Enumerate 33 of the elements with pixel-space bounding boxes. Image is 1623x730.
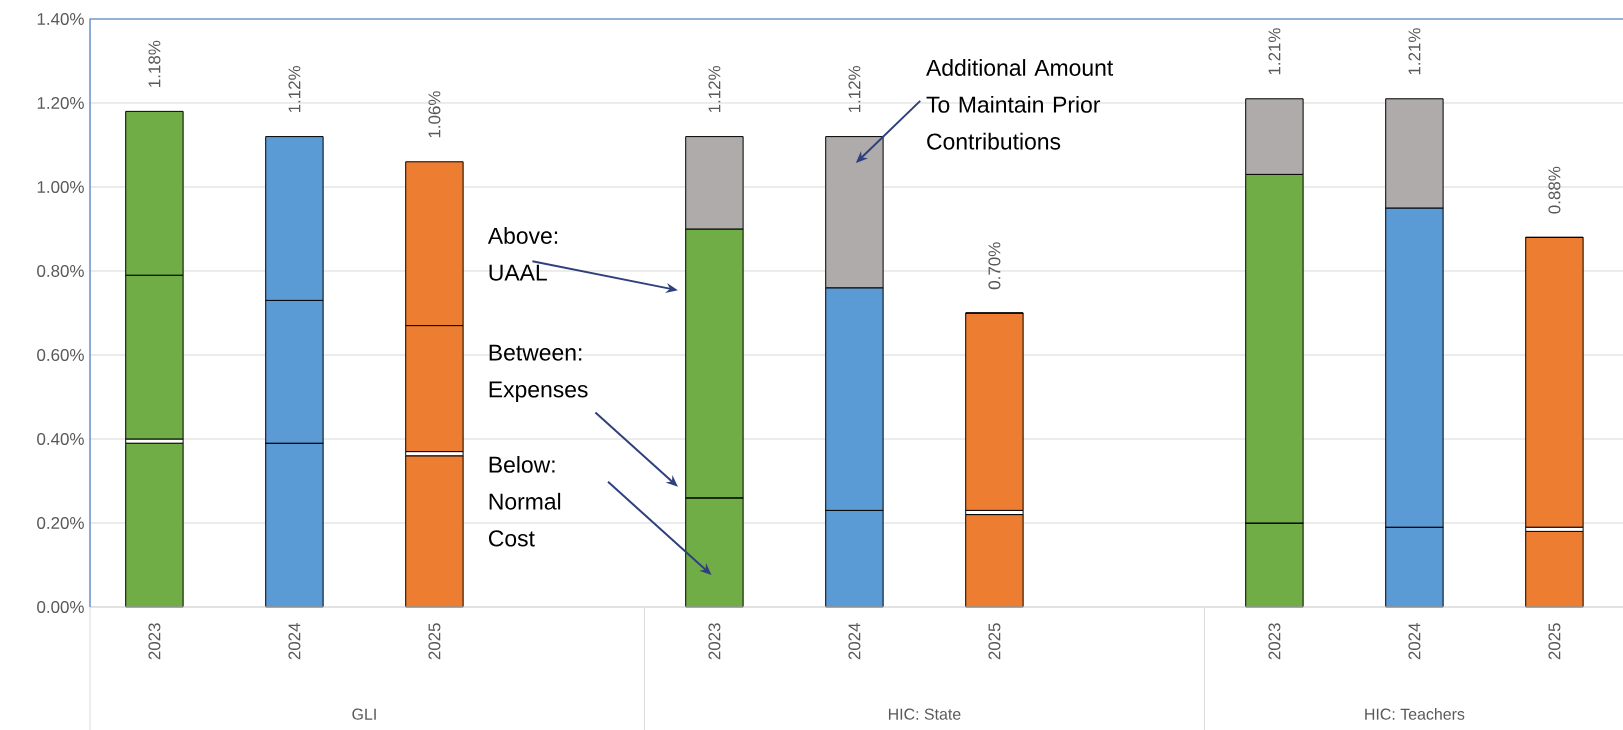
x-tick-label: 2023	[708, 623, 721, 660]
total-label: 1.18%	[148, 40, 161, 87]
y-tick-label: 0.80%	[37, 264, 84, 277]
y-tick-label: 0.60%	[37, 348, 84, 361]
x-tick-label: 2024	[848, 623, 861, 660]
text: GLI	[352, 708, 376, 720]
total-label: 1.21%	[1268, 28, 1281, 75]
total-label: 1.12%	[848, 65, 861, 113]
total-label: 1.21%	[1408, 28, 1421, 75]
x-tick-label: 2025	[1548, 623, 1561, 660]
x-tick-label: 2025	[428, 623, 441, 660]
x-tick-label: 2023	[1268, 623, 1281, 660]
total-label: 0.70%	[988, 242, 1001, 290]
annotation: Below: Normal Cost	[488, 455, 561, 547]
annotation: Above: UAAL	[487, 227, 558, 281]
x-tick-label: 2023	[148, 623, 161, 660]
total-label: 1.12%	[288, 65, 301, 113]
y-tick-label: 0.20%	[37, 516, 84, 529]
y-tick-label: 1.40%	[37, 12, 84, 25]
y-tick-label: 0.40%	[37, 432, 84, 445]
annotation: Between: Expenses	[489, 344, 588, 403]
total-label: 0.88%	[1548, 166, 1561, 214]
annotation: Additional Amount To Maintain Prior Contributions	[926, 59, 1114, 150]
y-tick-label: 1.20%	[37, 96, 84, 109]
x-tick-label: 2024	[1408, 623, 1421, 660]
y-tick-label: 0.00%	[37, 600, 84, 613]
text: HIC: State	[888, 708, 961, 720]
x-tick-label: 2025	[988, 623, 1001, 660]
x-tick-label: 2024	[288, 623, 301, 660]
total-label: 1.12%	[708, 65, 721, 113]
text: HIC: Teachers	[1365, 708, 1465, 720]
y-tick-label: 1.00%	[37, 180, 84, 193]
total-label: 1.06%	[428, 91, 441, 138]
